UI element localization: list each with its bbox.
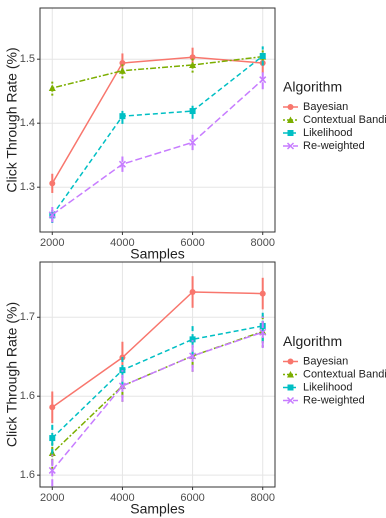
legend-label: Bayesian xyxy=(303,355,348,367)
legend-label: Bayesian xyxy=(303,101,348,113)
marker xyxy=(189,336,196,343)
marker xyxy=(119,113,126,120)
marker xyxy=(189,108,196,115)
marker xyxy=(287,104,294,110)
x-tick-label: 2000 xyxy=(40,492,64,504)
marker xyxy=(287,130,294,136)
y-tick-label: 1.6 xyxy=(20,469,35,481)
marker xyxy=(286,142,295,150)
y-tick-label: 1.4 xyxy=(20,117,35,129)
marker xyxy=(287,358,294,365)
marker xyxy=(189,54,196,61)
marker xyxy=(118,382,126,390)
marker xyxy=(48,211,56,219)
x-tick-label: 6000 xyxy=(180,237,204,249)
line xyxy=(51,79,264,216)
x-tick-label: 6000 xyxy=(180,492,204,504)
x-axis-title: Samples xyxy=(130,246,184,262)
legend-label: Contextual Bandit xyxy=(303,368,386,380)
x-tick-label: 8000 xyxy=(250,492,274,504)
legend-title: Algorithm xyxy=(283,79,342,95)
marker xyxy=(48,466,56,474)
legend-label: Re-weighted xyxy=(303,140,365,152)
line xyxy=(52,55,263,89)
y-axis-title: Click Through Rate (%) xyxy=(4,47,20,192)
y-tick-label: 1.5 xyxy=(20,53,35,65)
marker xyxy=(259,328,267,336)
x-tick-label: 4000 xyxy=(110,237,134,249)
legend-label: Likelihood xyxy=(303,381,353,393)
marker xyxy=(189,138,197,146)
marker xyxy=(49,180,56,187)
x-tick-label: 4000 xyxy=(110,492,134,504)
line xyxy=(51,331,263,471)
y-tick-label: 1.6 xyxy=(20,390,35,402)
marker xyxy=(119,60,126,67)
line xyxy=(51,325,263,439)
marker xyxy=(189,289,196,295)
y-axis-title: Click Through Rate (%) xyxy=(4,302,20,447)
marker xyxy=(287,371,294,378)
marker xyxy=(118,160,126,168)
line xyxy=(51,55,264,216)
panel-border xyxy=(39,261,276,488)
line xyxy=(51,291,263,408)
panel xyxy=(39,261,276,488)
marker xyxy=(118,67,126,74)
legend-label: Re-weighted xyxy=(303,394,365,406)
x-tick-label: 2000 xyxy=(40,237,64,249)
marker xyxy=(48,84,56,91)
marker xyxy=(287,116,294,123)
marker xyxy=(259,76,267,84)
legend-label: Contextual Bandit xyxy=(303,114,386,126)
marker xyxy=(49,435,56,442)
x-tick-label: 8000 xyxy=(250,237,274,249)
panel xyxy=(39,7,276,233)
y-tick-label: 1.3 xyxy=(20,181,35,193)
marker xyxy=(189,61,197,68)
marker xyxy=(189,352,197,360)
marker xyxy=(49,404,56,411)
marker xyxy=(286,396,295,405)
marker xyxy=(259,290,266,297)
x-axis-title: Samples xyxy=(130,501,184,517)
legend-title: Algorithm xyxy=(283,333,342,349)
legend-label: Likelihood xyxy=(303,127,353,139)
marker xyxy=(287,384,294,391)
line xyxy=(51,56,263,184)
panel-border xyxy=(39,7,276,233)
marker xyxy=(259,53,266,59)
y-tick-label: 1.7 xyxy=(20,311,35,323)
